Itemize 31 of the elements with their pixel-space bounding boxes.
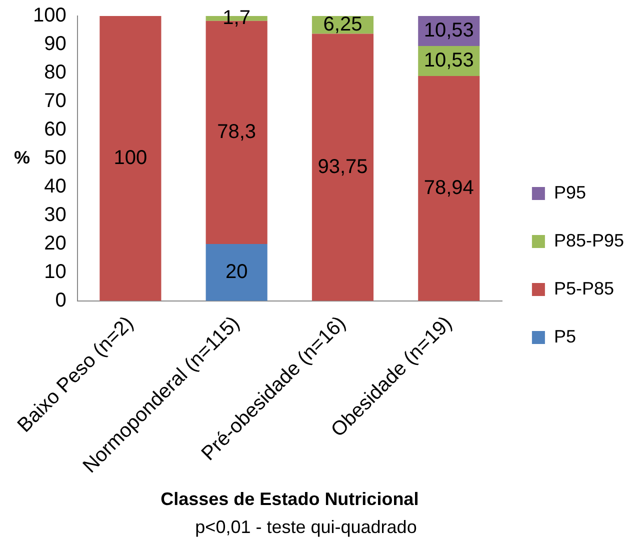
y-tick-label: 80	[44, 62, 66, 84]
y-tick-label: 20	[44, 232, 66, 254]
bar	[312, 34, 374, 301]
legend-label: P85-P95	[554, 230, 624, 250]
y-tick-label: 30	[44, 204, 66, 226]
data-label: 6,25	[323, 13, 362, 36]
data-label: 78,94	[424, 176, 474, 199]
bar	[100, 16, 162, 301]
y-tick-label: 10	[44, 260, 66, 283]
y-tick-label: 100	[32, 4, 66, 27]
data-label: 78,3	[217, 120, 256, 143]
bar	[206, 244, 268, 301]
y-tick-label: 0	[55, 289, 66, 312]
data-label: 100	[114, 146, 148, 169]
text: p<0,01 - teste qui-quadrado	[195, 516, 417, 537]
data-label: 93,75	[318, 156, 368, 178]
y-axis-title: %	[14, 147, 30, 168]
y-tick-label: 40	[44, 175, 66, 198]
data-label: 10,53	[424, 20, 474, 42]
legend-label: P95	[554, 182, 586, 202]
data-label: 20	[225, 260, 248, 283]
y-tick-label: 60	[44, 118, 66, 140]
x-axis-title: Classes de Estado Nutricional	[160, 489, 419, 510]
legend-label: P5	[554, 326, 576, 346]
y-tick-label: 90	[44, 33, 66, 56]
data-label: 1,7	[222, 6, 250, 29]
data-label: 10,53	[424, 50, 474, 72]
y-tick-label: 70	[44, 90, 66, 112]
y-tick-label: 50	[44, 146, 66, 169]
bar	[418, 76, 480, 301]
legend-label: P5-P85	[554, 278, 614, 298]
